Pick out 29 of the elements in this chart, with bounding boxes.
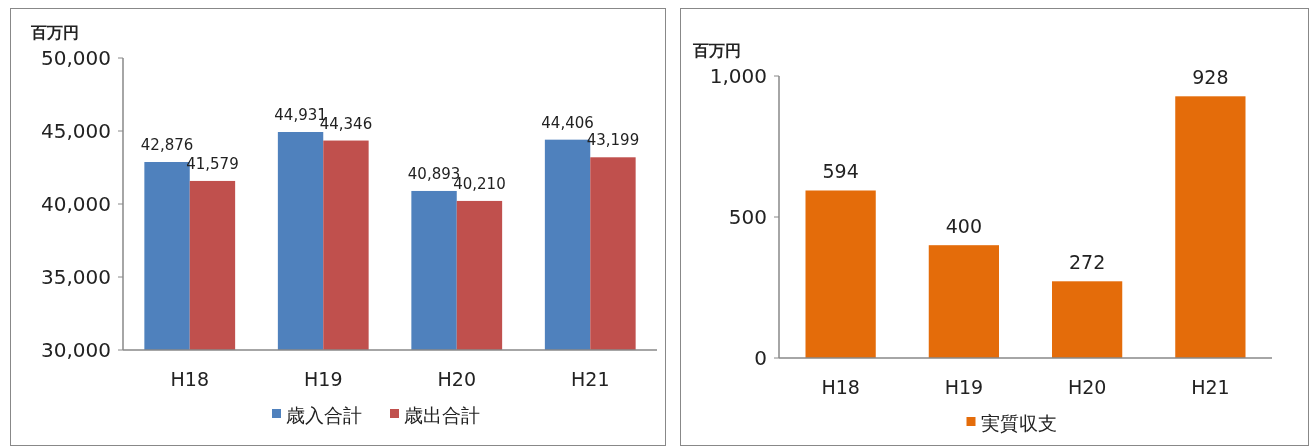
data-label: 43,199 xyxy=(586,131,640,150)
data-label: 44,406 xyxy=(541,113,594,132)
y-tick-label: 35,000 xyxy=(41,265,111,289)
y-tick-label: 40,000 xyxy=(41,192,111,216)
x-tick-label: H21 xyxy=(571,368,610,390)
y-tick-label: 0 xyxy=(754,346,767,370)
x-tick-label: H19 xyxy=(304,368,343,390)
x-tick-label: H20 xyxy=(437,368,476,390)
x-tick-label: H20 xyxy=(1067,376,1107,398)
legend-label: 歳入合計 xyxy=(286,404,362,426)
y-tick-label: 30,000 xyxy=(41,338,111,362)
y-tick-label: 50,000 xyxy=(41,46,111,70)
legend-label: 実質収支 xyxy=(980,412,1057,434)
y-tick-label: 500 xyxy=(728,205,767,229)
data-label: 594 xyxy=(822,160,859,183)
x-tick-label: H18 xyxy=(170,368,209,390)
y-axis-title: 百万円 xyxy=(692,41,741,60)
data-label: 42,876 xyxy=(140,136,194,155)
y-axis-title: 百万円 xyxy=(30,23,79,42)
data-label: 41,579 xyxy=(186,154,239,173)
data-label: 928 xyxy=(1192,66,1229,89)
y-tick-label: 1,000 xyxy=(709,64,767,88)
y-tick-label: 45,000 xyxy=(41,119,111,143)
data-label: 400 xyxy=(945,215,983,238)
x-tick-label: H21 xyxy=(1191,376,1230,398)
data-label: 272 xyxy=(1068,251,1106,274)
x-tick-label: H19 xyxy=(944,376,984,398)
legend-label: 歳出合計 xyxy=(404,404,480,426)
x-tick-label: H18 xyxy=(821,376,860,398)
